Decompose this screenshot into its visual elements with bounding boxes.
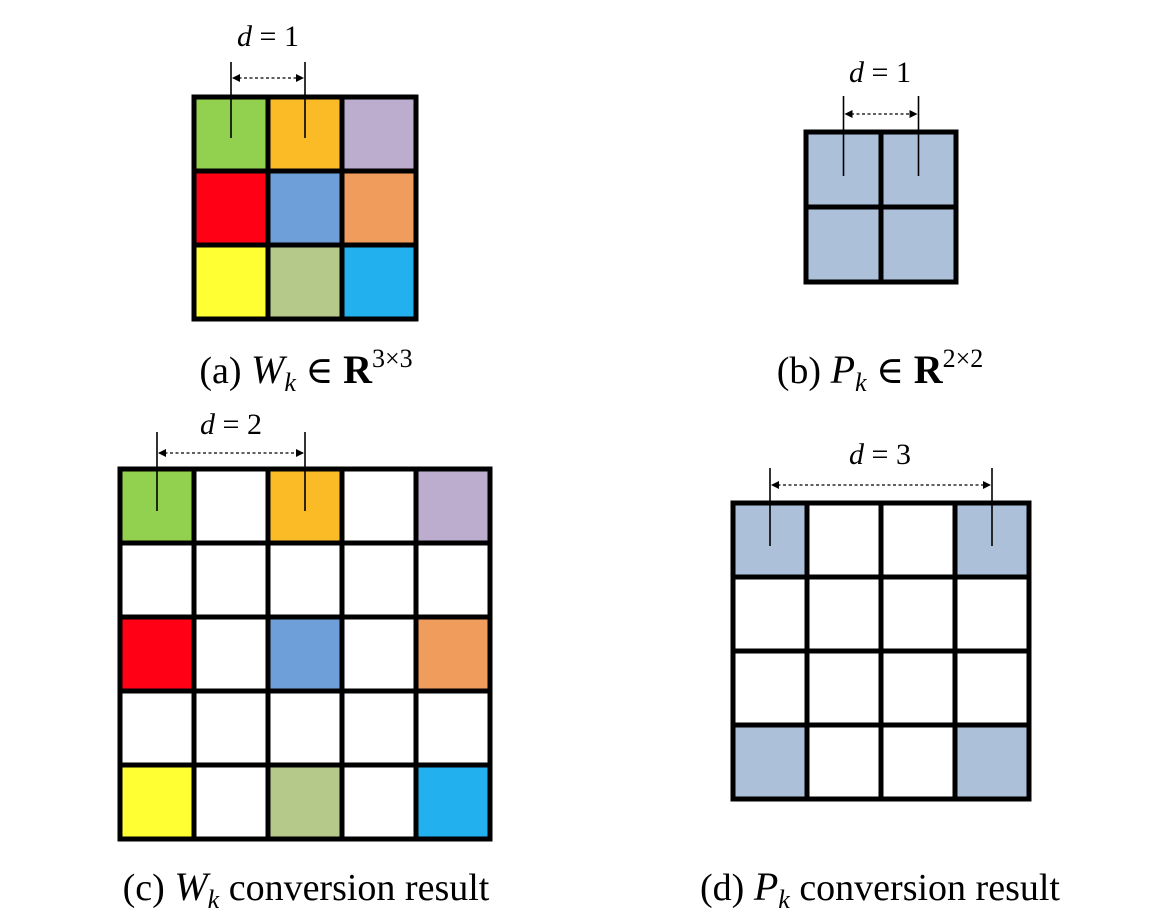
grid-cells-c [120, 469, 490, 839]
caption-symbol-d: P [753, 864, 778, 909]
spacing-var-b: d [849, 56, 865, 89]
grid-lines-b [803, 129, 959, 285]
kernel-cell-a-1-1 [268, 171, 342, 245]
kernel-cell-c-2-4 [416, 617, 490, 691]
caption-sub-d: k [778, 885, 790, 914]
kernel-cell-c-2-0 [120, 617, 194, 691]
kernel-cell-b-1-1 [881, 207, 956, 282]
caption-sup-b: 2×2 [943, 344, 984, 373]
grid-lines-c [117, 466, 493, 842]
spacing-markers-a [230, 62, 306, 138]
caption-field-a: R [343, 347, 373, 392]
caption-prefix-d: (d) [700, 867, 754, 909]
caption-prefix-b: (b) [777, 350, 831, 392]
caption-symbol-b: P [830, 347, 855, 392]
caption-sub-a: k [284, 368, 296, 397]
spacing-eq-d: = [864, 438, 896, 471]
kernel-cell-a-2-0 [194, 245, 268, 319]
kernel-cell-a-2-1 [268, 245, 342, 319]
caption-field-b: R [914, 347, 944, 392]
spacing-label-c: d = 2 [200, 408, 262, 441]
spacing-eq-c: = [215, 408, 247, 441]
spacing-value-a: 1 [284, 20, 299, 53]
caption-sub-b: k [855, 368, 867, 397]
kernel-cell-c-4-0 [120, 765, 194, 839]
grid-lines-d [730, 500, 1032, 802]
caption-symbol-c: W [174, 864, 211, 909]
caption-a: (a) Wk ∈ R3×3 [199, 344, 412, 397]
spacing-markers-c [156, 432, 306, 511]
caption-sub-c: k [208, 885, 220, 914]
caption-relation-a: ∈ [296, 350, 343, 392]
spacing-value-b: 1 [896, 56, 911, 89]
kernel-cell-a-0-2 [342, 97, 416, 171]
kernel-cell-a-2-2 [342, 245, 416, 319]
caption-relation-b: ∈ [867, 350, 914, 392]
spacing-markers-d [769, 468, 993, 546]
spacing-markers-b [842, 96, 920, 176]
kernel-cell-c-0-4 [416, 469, 490, 543]
kernel-cell-c-4-2 [268, 765, 342, 839]
caption-symbol-a: W [251, 347, 288, 392]
spacing-label-a: d = 1 [237, 20, 299, 53]
spacing-eq-b: = [864, 56, 896, 89]
spacing-var-d: d [849, 438, 865, 471]
svg-text:d = 1: d = 1 [849, 56, 911, 89]
svg-text:d = 2: d = 2 [200, 408, 262, 441]
caption-d: (d) Pk conversion result [700, 864, 1060, 914]
panel-c: d = 2 (c) Wk conversion result [117, 408, 493, 914]
kernel-cell-c-2-2 [268, 617, 342, 691]
svg-text:d = 3: d = 3 [849, 438, 911, 471]
spacing-var-c: d [200, 408, 216, 441]
kernel-cell-d-3-3 [955, 725, 1029, 799]
spacing-label-b: d = 1 [849, 56, 911, 89]
kernel-cell-c-4-4 [416, 765, 490, 839]
kernel-cell-a-1-2 [342, 171, 416, 245]
kernel-cell-b-1-0 [806, 207, 881, 282]
panel-a: d = 1 (a) Wk ∈ R3×3 [191, 20, 419, 397]
panel-d: d = 3 (d) Pk conversion result [700, 438, 1060, 914]
spacing-var-a: d [237, 20, 253, 53]
kernel-cell-a-1-0 [194, 171, 268, 245]
caption-suffix-d: conversion result [790, 867, 1061, 909]
caption-b: (b) Pk ∈ R2×2 [777, 344, 984, 397]
caption-sup-a: 3×3 [372, 344, 413, 373]
caption-c: (c) Wk conversion result [123, 864, 490, 914]
panel-b: d = 1 (b) Pk ∈ R2×2 [777, 56, 984, 397]
caption-suffix-c: conversion result [219, 867, 490, 909]
caption-prefix-a: (a) [199, 350, 251, 392]
grid-lines-a [191, 94, 419, 322]
spacing-eq-a: = [252, 20, 284, 53]
svg-text:d = 1: d = 1 [237, 20, 299, 53]
kernel-cell-d-3-0 [733, 725, 807, 799]
spacing-label-d: d = 3 [849, 438, 911, 471]
caption-prefix-c: (c) [123, 867, 175, 909]
spacing-value-d: 3 [896, 438, 911, 471]
spacing-value-c: 2 [247, 408, 262, 441]
